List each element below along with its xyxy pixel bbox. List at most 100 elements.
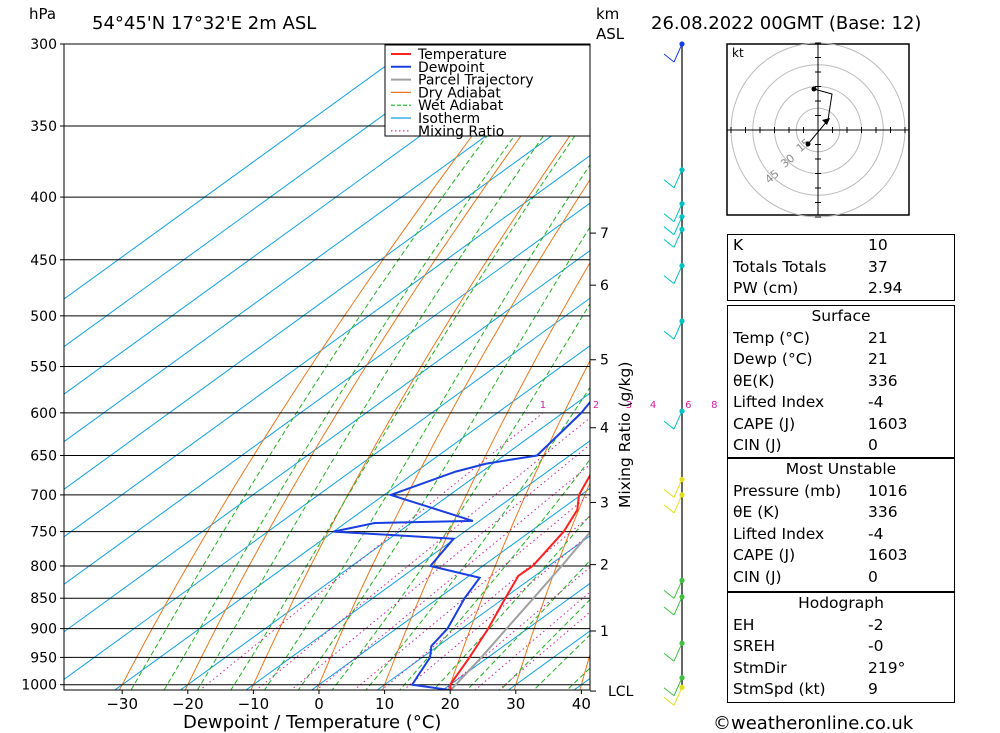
isotherm-line [64,202,590,585]
hodo-label: StmDir [733,658,787,677]
temperature-tick-label: −30 [106,695,138,713]
isotherm-line [114,345,590,690]
wind-barb [663,169,683,189]
mixing-ratio-line [444,566,590,690]
pressure-tick-label: 800 [30,559,57,575]
wind-marker [679,408,685,414]
location-title: 54°45'N 17°32'E 2m ASL [92,13,316,34]
height-tick-label: 2 [600,558,609,574]
most-unstable-panel: Most Unstable Pressure (mb) 1016 θE (K) 33… [727,458,955,592]
wind-barb [663,494,683,514]
pressure-tick-label: 950 [30,650,57,666]
legend-entry: Dry Adiabat [418,85,501,101]
surface-value: 1603 [868,414,908,433]
hodo-label: StmSpd (kt) [733,680,826,698]
height-tick-label: 3 [600,495,609,511]
pressure-tick-label: 450 [30,253,57,269]
hodo-label: EH [733,615,755,634]
temperature-tick-label: 20 [441,695,460,713]
surface-label: Temp (°C) [733,328,810,347]
pressure-tick-label: 750 [30,525,57,541]
wind-marker [679,492,685,498]
wind-marker [679,263,685,269]
surface-label: θE(K) [733,371,775,390]
pressure-tick-label: 500 [30,309,57,325]
wind-barb [663,643,683,662]
wind-marker [679,684,685,690]
mu-value: 1603 [868,546,908,564]
dry-adiabat-line [513,481,590,690]
height-tick-label: LCL [608,684,634,700]
most-unstable-title: Most Unstable [728,458,954,481]
temperature-tick-label: 0 [314,695,324,713]
surface-label: CIN (J) [733,436,782,454]
surface-label: Lifted Index [733,393,825,411]
wind-barb [663,596,683,616]
index-label: K [733,236,744,254]
pressure-tick-label: 350 [30,119,57,135]
isotherm-line [64,297,590,680]
height-unit-asl: ASL [596,25,625,43]
temperature-tick-label: −20 [172,695,204,713]
surface-value: 21 [868,350,888,368]
mu-label: Lifted Index [733,524,825,543]
temperature-tick-label: 10 [375,695,394,713]
mixing-ratio-label: 6 [685,400,691,411]
pressure-tick-label: 850 [30,591,57,607]
legend-entry: Temperature [417,47,507,63]
temperature-tick-label: −10 [238,695,270,713]
wind-marker [679,577,685,583]
legend-entry: Mixing Ratio [418,124,504,140]
hodograph-unit: kt [732,46,744,60]
height-tick-label: 6 [600,278,609,294]
wind-marker [679,318,685,324]
height-tick-label: 4 [600,421,609,437]
wind-barb [663,410,683,430]
mixing-ratio-label: 3 [626,400,632,411]
hodograph-table-title: Hodograph [728,592,954,615]
legend-entry: Dewpoint [418,60,485,76]
isotherm-line [179,392,590,690]
mixing-ratio-line [290,443,590,690]
legend-entry: Isotherm [418,111,480,127]
index-value: 10 [868,236,888,254]
datetime-title: 26.08.2022 00GMT (Base: 12) [651,13,921,34]
mu-label: CAPE (J) [733,546,796,564]
height-tick-label: 7 [600,226,609,242]
wind-barb [663,687,683,706]
isotherm-line [310,487,590,690]
wind-barb [663,43,683,63]
height-tick-label: 1 [600,624,609,640]
dry-adiabat-line [974,0,1000,711]
isotherm-line [245,440,590,690]
wind-marker [679,226,685,232]
wind-marker [679,167,685,173]
temperature-tick-label: 40 [572,695,591,713]
temperature-tick-label: 30 [506,695,525,713]
surface-value: 336 [868,371,898,390]
wind-barb [663,229,683,248]
surface-label: CAPE (J) [733,414,796,433]
surface-value: 0 [868,436,878,454]
hodograph-trace [807,88,833,145]
surface-label: Dewp (°C) [733,350,813,368]
mixing-ratio-line [315,464,590,690]
wind-barb [663,479,683,498]
hodograph-point [811,86,817,92]
mu-value: -4 [868,524,884,543]
surface-value: -4 [868,393,884,411]
isotherm-line [64,154,590,538]
index-label: PW (cm) [733,279,799,297]
wind-marker [679,201,685,207]
temperature-line [449,473,590,690]
surface-title: Surface [811,307,871,325]
pressure-tick-label: 900 [30,622,57,638]
mu-label: CIN (J) [733,567,782,586]
wind-barb [663,320,683,340]
legend-entry: Wet Adiabat [418,98,504,114]
x-axis-label: Dewpoint / Temperature (°C) [183,712,441,733]
mixing-ratio-label: 2 [593,400,599,411]
isotherm-line [64,250,590,633]
pressure-tick-label: 650 [30,448,57,464]
